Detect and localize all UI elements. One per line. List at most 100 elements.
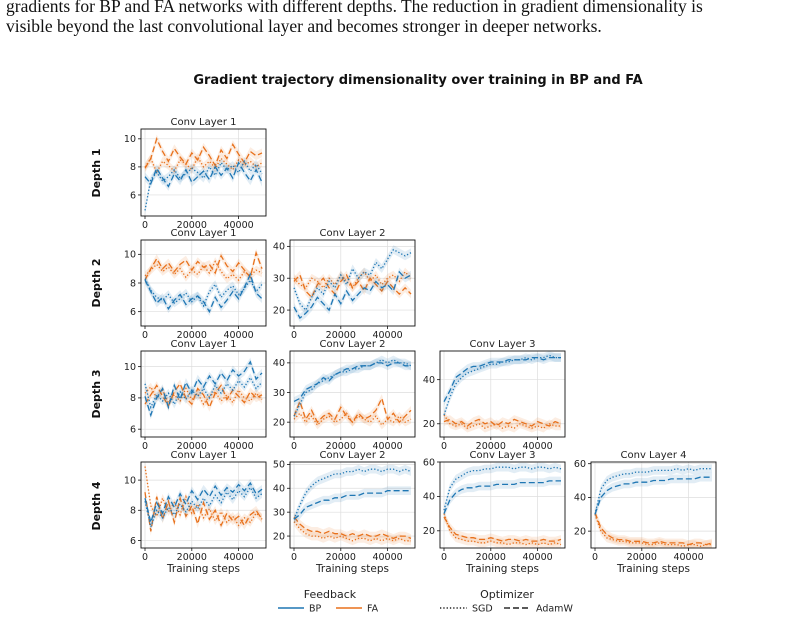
subplot-panel: 0 20000 40000 6 8 10 Conv Layer 1 Depth 2 <box>90 228 267 341</box>
legend-entry: SGD <box>472 604 493 615</box>
x-tick-label: 0 <box>142 552 148 563</box>
x-tick-label: 20000 <box>476 552 506 563</box>
y-tick-label: 8 <box>130 506 136 517</box>
subplot-panel: 0 20000 40000 6 8 10 Conv Layer 1 Training step… <box>90 450 267 575</box>
series-line <box>144 136 263 169</box>
series-band <box>444 462 561 515</box>
y-tick-label: 20 <box>423 419 435 430</box>
y-tick-label: 20 <box>273 417 285 428</box>
subplot-panel: 0 20000 40000 20 40 Conv Layer 3 <box>423 339 566 452</box>
series-line <box>293 412 412 427</box>
series-line <box>144 159 263 211</box>
y-tick-label: 10 <box>124 362 136 373</box>
y-tick-label: 6 <box>130 307 136 318</box>
subplot-title: Conv Layer 4 <box>621 450 687 461</box>
series-band <box>145 158 262 191</box>
axes-frame <box>289 239 416 327</box>
y-tick-label: 60 <box>574 459 586 470</box>
series-line <box>293 362 411 402</box>
series-line <box>293 521 411 542</box>
caption-line-1: gradients for BP and FA networks with di… <box>6 0 703 16</box>
series-line <box>293 490 411 520</box>
y-tick-label: 40 <box>273 358 285 369</box>
series-line <box>144 155 263 175</box>
subplot-title: Conv Layer 2 <box>320 339 386 350</box>
series-line <box>443 516 562 542</box>
series-band <box>595 510 712 548</box>
x-tick-label: 0 <box>142 220 148 231</box>
series-line <box>443 356 561 403</box>
subplot-panel: 0 20000 40000 20 30 40 Conv Layer 2 <box>273 339 416 452</box>
series-line <box>293 468 412 520</box>
series-line <box>443 418 562 427</box>
series-band <box>145 373 262 412</box>
y-tick-label: 8 <box>130 162 136 173</box>
x-tick-label: 40000 <box>673 552 703 563</box>
y-tick-label: 20 <box>273 531 285 542</box>
y-tick-label: 40 <box>423 375 435 386</box>
legend: Feedback BP FA Optimizer SGD AdamW <box>278 588 573 615</box>
row-label: Depth 1 <box>90 148 103 197</box>
x-axis-label: Training steps <box>465 563 539 575</box>
series-band <box>145 483 262 532</box>
axes-frame <box>439 350 566 438</box>
y-tick-label: 30 <box>273 388 285 399</box>
x-tick-label: 40000 <box>522 441 552 452</box>
series-band <box>294 464 411 524</box>
series-band <box>294 512 411 543</box>
series-line <box>293 396 412 424</box>
series-line <box>293 248 412 312</box>
x-tick-label: 40000 <box>223 441 253 452</box>
row-label: Depth 3 <box>90 369 103 418</box>
subplot-panel: 0 20000 40000 6 8 10 Conv Layer 1 Depth 1 <box>90 117 267 231</box>
series-line <box>144 466 263 527</box>
y-tick-label: 6 <box>130 536 136 547</box>
series-band <box>595 508 712 548</box>
subplot-panel: 0 20000 40000 20 30 40 Conv Layer 2 <box>273 228 416 341</box>
subplot-title: Conv Layer 2 <box>320 228 386 239</box>
series-line <box>293 516 412 540</box>
x-tick-label: 0 <box>441 441 447 452</box>
x-tick-label: 20000 <box>177 552 207 563</box>
y-tick-label: 30 <box>273 507 285 518</box>
subplot-title: Conv Layer 1 <box>171 117 237 128</box>
x-tick-label: 0 <box>441 552 447 563</box>
series-line <box>594 476 712 515</box>
series-line <box>144 385 263 406</box>
chart-title: Gradient trajectory dimensionality over … <box>193 73 642 88</box>
series-band <box>294 267 411 293</box>
caption-line-2: visible beyond the last convolutional la… <box>6 16 602 36</box>
x-tick-label: 0 <box>142 441 148 452</box>
y-tick-label: 20 <box>423 526 435 537</box>
axes-frame <box>140 128 267 217</box>
series-line <box>144 360 263 418</box>
subplot-panel: 0 20000 40000 20 40 60 Conv Layer 3 Training st… <box>423 450 566 575</box>
subplot-title: Conv Layer 3 <box>470 450 536 461</box>
series-line <box>443 513 562 546</box>
y-tick-label: 10 <box>124 250 136 261</box>
axes-frame <box>289 461 416 549</box>
series-band <box>444 476 561 518</box>
subplot-panel: 0 20000 40000 20 40 60 Conv Layer 4 Training st… <box>574 450 717 575</box>
y-tick-label: 6 <box>130 424 136 435</box>
y-tick-label: 60 <box>423 457 435 468</box>
series-band <box>294 517 411 546</box>
y-tick-label: 40 <box>273 242 285 253</box>
series-line <box>594 512 713 546</box>
x-tick-label: 20000 <box>326 330 356 341</box>
y-tick-label: 20 <box>273 305 285 316</box>
x-tick-label: 0 <box>592 552 598 563</box>
y-tick-label: 20 <box>574 526 586 537</box>
x-tick-label: 20000 <box>177 330 207 341</box>
subplot-title: Conv Layer 1 <box>171 228 237 239</box>
x-axis-label: Training steps <box>166 563 240 575</box>
x-tick-label: 40000 <box>223 220 253 231</box>
y-tick-label: 10 <box>124 134 136 145</box>
legend-title-optimizer: Optimizer <box>480 588 534 601</box>
series-band <box>145 257 262 285</box>
x-tick-label: 20000 <box>627 552 657 563</box>
axes-frame <box>140 350 267 438</box>
subplot-title: Conv Layer 3 <box>470 339 536 350</box>
y-tick-label: 8 <box>130 393 136 404</box>
